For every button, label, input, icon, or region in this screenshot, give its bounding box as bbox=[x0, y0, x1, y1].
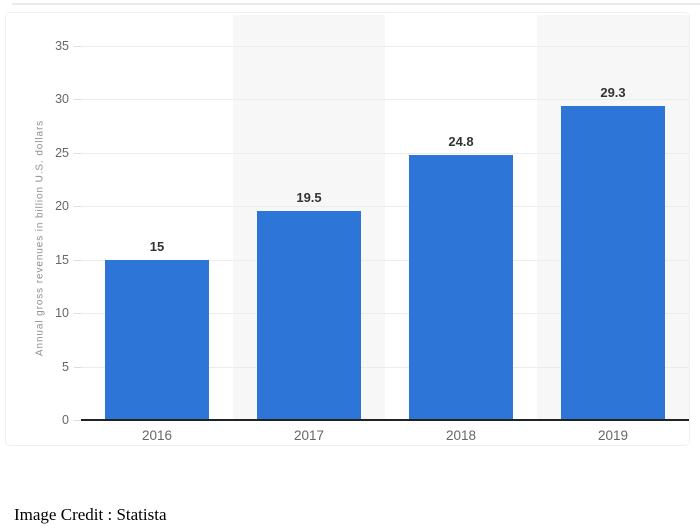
y-tick-mark bbox=[74, 259, 81, 261]
y-tick-label: 25 bbox=[55, 145, 69, 160]
y-tick-label: 35 bbox=[55, 38, 69, 53]
gridline bbox=[81, 99, 689, 100]
y-tick-mark bbox=[74, 152, 81, 154]
y-tick-mark bbox=[74, 313, 81, 314]
image-credit: Image Credit : Statista bbox=[14, 505, 167, 524]
y-tick-label: 15 bbox=[55, 252, 69, 267]
bar-2016 bbox=[105, 259, 209, 420]
y-tick-label: 30 bbox=[55, 92, 69, 106]
x-tick-label: 2016 bbox=[141, 428, 173, 443]
top-divider bbox=[12, 3, 700, 5]
bar-2019 bbox=[561, 106, 665, 420]
x-tick-label: 2018 bbox=[445, 428, 477, 443]
gridline bbox=[81, 366, 689, 368]
y-tick-mark bbox=[74, 366, 81, 368]
y-tick-label: 5 bbox=[62, 359, 69, 374]
gridline bbox=[81, 259, 689, 261]
bar-value-label: 24.8 bbox=[448, 133, 474, 149]
y-tick-mark bbox=[74, 45, 81, 47]
x-tick-label: 2019 bbox=[597, 428, 629, 443]
gridline bbox=[81, 152, 689, 154]
bar-value-label: 19.5 bbox=[296, 190, 322, 206]
bar-2017 bbox=[257, 211, 361, 420]
y-tick-mark bbox=[74, 99, 81, 100]
y-tick-mark bbox=[74, 206, 81, 207]
gridline bbox=[81, 206, 689, 207]
y-tick-mark bbox=[74, 420, 81, 421]
y-tick-label: 0 bbox=[62, 413, 69, 427]
gridline bbox=[81, 313, 689, 314]
y-tick-label: 10 bbox=[55, 306, 69, 320]
gridline bbox=[81, 45, 689, 47]
x-tick-label: 2017 bbox=[293, 428, 325, 443]
bar-value-label: 15 bbox=[149, 238, 165, 254]
bar-chart-plot-area: Annual gross revenues in billion U.S. do… bbox=[6, 13, 689, 445]
bar-value-label: 29.3 bbox=[600, 85, 626, 101]
y-tick-label: 20 bbox=[55, 199, 69, 213]
x-axis-line bbox=[81, 419, 689, 421]
chart-card: Annual gross revenues in billion U.S. do… bbox=[5, 12, 690, 446]
bar-2018 bbox=[409, 154, 513, 420]
